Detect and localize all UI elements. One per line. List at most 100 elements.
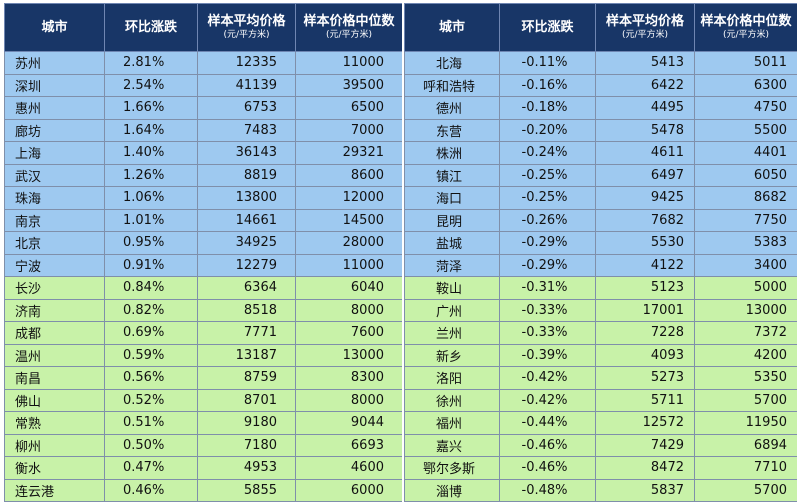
chg-cell: 0.91% [104, 253, 198, 277]
table-row: 苏州 2.81% 12335 11000 [4, 51, 402, 75]
avg-price-cell: 12335 [197, 51, 296, 75]
avg-price-cell: 5530 [595, 231, 695, 255]
chg-cell: 1.01% [104, 208, 198, 232]
header-change-label: 环比涨跌 [521, 20, 574, 35]
city-cell: 徐州 [404, 388, 500, 412]
chg-cell: 0.69% [104, 321, 198, 345]
right-table-panel: 城市 环比涨跌 样本平均价格 (元/平方米) 样本价格中位数 (元/平方米) 北海 -… [404, 3, 797, 502]
city-cell: 株洲 [404, 141, 500, 165]
header-median-price: 样本价格中位数 (元/平方米) [694, 3, 797, 52]
header-change-label: 环比涨跌 [124, 20, 177, 35]
avg-price-cell: 5837 [595, 478, 695, 502]
price-table-left: 城市 环比涨跌 样本平均价格 (元/平方米) 样本价格中位数 (元/平方米) 苏州 2… [4, 3, 402, 502]
city-cell: 洛阳 [404, 366, 500, 390]
chg-cell: -0.42% [499, 366, 596, 390]
median-price-cell: 5700 [694, 388, 797, 412]
chg-cell: -0.46% [499, 433, 596, 457]
median-price-cell: 8682 [694, 186, 797, 210]
avg-price-cell: 34925 [197, 231, 296, 255]
table-row: 惠州 1.66% 6753 6500 [4, 96, 402, 120]
city-cell: 福州 [404, 411, 500, 435]
chg-cell: 1.40% [104, 141, 198, 165]
table-row: 海口 -0.25% 9425 8682 [404, 186, 797, 210]
chg-cell: 0.82% [104, 298, 198, 322]
avg-price-cell: 6497 [595, 163, 695, 187]
left-table-panel: 城市 环比涨跌 样本平均价格 (元/平方米) 样本价格中位数 (元/平方米) 苏州 2… [4, 3, 402, 502]
table-row: 镇江 -0.25% 6497 6050 [404, 163, 797, 187]
median-price-cell: 28000 [295, 231, 402, 255]
median-price-cell: 5011 [694, 51, 797, 75]
city-cell: 海口 [404, 186, 500, 210]
header-city: 城市 [404, 3, 500, 52]
avg-price-cell: 8701 [197, 388, 296, 412]
chg-cell: -0.16% [499, 73, 596, 97]
city-cell: 广州 [404, 298, 500, 322]
header-city-label: 城市 [438, 20, 465, 35]
median-price-cell: 4600 [295, 456, 402, 480]
avg-price-cell: 36143 [197, 141, 296, 165]
table-row: 常熟 0.51% 9180 9044 [4, 411, 402, 435]
header-median-label: 样本价格中位数 [700, 14, 792, 29]
table-row: 福州 -0.44% 12572 11950 [404, 411, 797, 435]
avg-price-cell: 4495 [595, 96, 695, 120]
chg-cell: 1.66% [104, 96, 198, 120]
city-cell: 嘉兴 [404, 433, 500, 457]
chg-cell: 0.50% [104, 433, 198, 457]
left-table-body: 苏州 2.81% 12335 11000 深圳 2.54% 41139 39500 惠州 1.66… [4, 51, 402, 502]
city-cell: 长沙 [4, 276, 105, 300]
city-cell: 深圳 [4, 73, 105, 97]
avg-price-cell: 4122 [595, 253, 695, 277]
city-cell: 呼和浩特 [404, 73, 500, 97]
avg-price-cell: 9180 [197, 411, 296, 435]
median-price-cell: 29321 [295, 141, 402, 165]
avg-price-cell: 13800 [197, 186, 296, 210]
avg-price-cell: 12572 [595, 411, 695, 435]
median-price-cell: 7372 [694, 321, 797, 345]
median-price-cell: 8000 [295, 388, 402, 412]
city-cell: 武汉 [4, 163, 105, 187]
table-row: 鞍山 -0.31% 5123 5000 [404, 276, 797, 300]
city-cell: 镇江 [404, 163, 500, 187]
table-row: 北海 -0.11% 5413 5011 [404, 51, 797, 75]
median-price-cell: 5350 [694, 366, 797, 390]
table-row: 长沙 0.84% 6364 6040 [4, 276, 402, 300]
median-price-cell: 8000 [295, 298, 402, 322]
city-cell: 兰州 [404, 321, 500, 345]
header-avg-unit: (元/平方米) [223, 30, 270, 40]
chg-cell: -0.31% [499, 276, 596, 300]
table-row: 深圳 2.54% 41139 39500 [4, 73, 402, 97]
median-price-cell: 5383 [694, 231, 797, 255]
header-avg-unit: (元/平方米) [621, 30, 669, 40]
avg-price-cell: 5711 [595, 388, 695, 412]
city-cell: 鄂尔多斯 [404, 456, 500, 480]
table-row: 东营 -0.20% 5478 5500 [404, 118, 797, 142]
median-price-cell: 6040 [295, 276, 402, 300]
median-price-cell: 4750 [694, 96, 797, 120]
city-cell: 柳州 [4, 433, 105, 457]
chg-cell: -0.46% [499, 456, 596, 480]
chg-cell: -0.42% [499, 388, 596, 412]
chg-cell: 0.51% [104, 411, 198, 435]
city-cell: 成都 [4, 321, 105, 345]
header-city-label: 城市 [41, 20, 68, 35]
median-price-cell: 6500 [295, 96, 402, 120]
median-price-cell: 7000 [295, 118, 402, 142]
median-price-cell: 39500 [295, 73, 402, 97]
chg-cell: -0.11% [499, 51, 596, 75]
city-cell: 德州 [404, 96, 500, 120]
table-row: 宁波 0.91% 12279 11000 [4, 253, 402, 277]
city-cell: 南京 [4, 208, 105, 232]
city-cell: 惠州 [4, 96, 105, 120]
avg-price-cell: 17001 [595, 298, 695, 322]
median-price-cell: 11000 [295, 253, 402, 277]
median-price-cell: 6894 [694, 433, 797, 457]
median-price-cell: 5700 [694, 478, 797, 502]
chg-cell: -0.24% [499, 141, 596, 165]
table-row: 德州 -0.18% 4495 4750 [404, 96, 797, 120]
avg-price-cell: 4611 [595, 141, 695, 165]
median-price-cell: 6050 [694, 163, 797, 187]
median-price-cell: 4200 [694, 343, 797, 367]
city-cell: 北京 [4, 231, 105, 255]
table-row: 柳州 0.50% 7180 6693 [4, 433, 402, 457]
table-row: 济南 0.82% 8518 8000 [4, 298, 402, 322]
